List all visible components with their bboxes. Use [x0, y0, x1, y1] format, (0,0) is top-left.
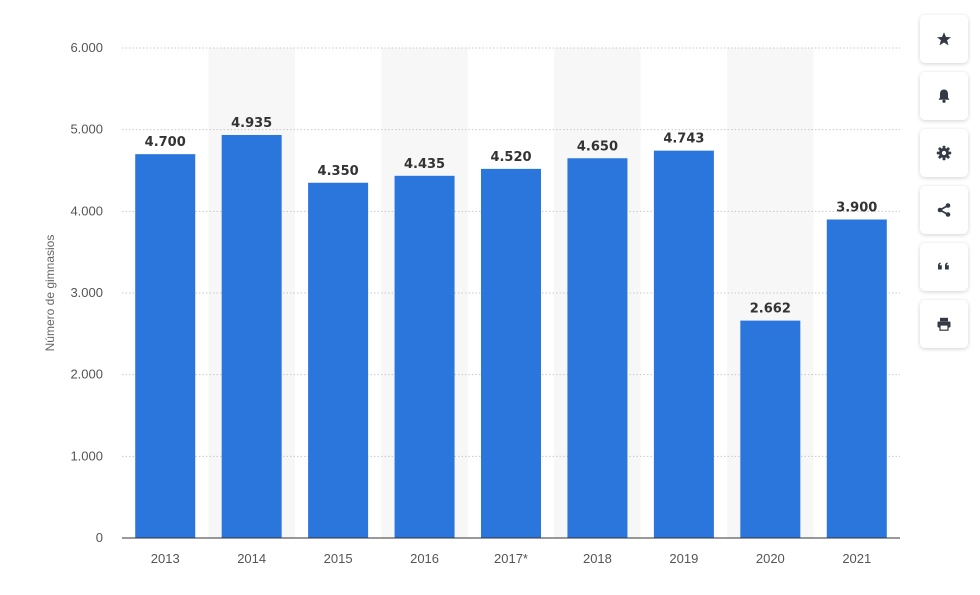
- x-tick-label: 2021: [842, 551, 871, 566]
- x-tick-label: 2015: [324, 551, 353, 566]
- bell-icon: [938, 89, 950, 103]
- bar[interactable]: [826, 219, 887, 539]
- bar-chart: 0 1.000 2.000 3.000 4.000 5.000 6.000 4.700 4.9…: [43, 40, 900, 566]
- y-tick-label: 4.000: [70, 203, 103, 218]
- gear-icon: [936, 145, 952, 161]
- print-icon: [937, 317, 951, 331]
- data-label: 2.662: [750, 302, 791, 317]
- y-tick-label: 0: [96, 530, 103, 545]
- star-icon: [937, 32, 951, 46]
- bars: [135, 134, 887, 539]
- cite-button[interactable]: [920, 243, 968, 291]
- y-tick-label: 2.000: [70, 367, 103, 382]
- x-tick-label: 2017*: [494, 551, 528, 566]
- x-tick-label: 2016: [410, 551, 439, 566]
- bar[interactable]: [653, 150, 714, 538]
- bar[interactable]: [135, 154, 196, 538]
- x-tick-label: 2018: [583, 551, 612, 566]
- data-labels: 4.700 4.935 4.350 4.435 4.520 4.650 4.743 2.662…: [145, 116, 878, 317]
- favorite-button[interactable]: [920, 15, 968, 63]
- settings-button[interactable]: [920, 129, 968, 177]
- bar[interactable]: [221, 134, 282, 538]
- x-tick-label: 2014: [237, 551, 266, 566]
- x-tick-label: 2020: [756, 551, 785, 566]
- toolbar: [920, 15, 968, 357]
- x-axis-tick-labels: 2013 2014 2015 2016 2017* 2018 2019 2020 2021: [151, 551, 871, 566]
- x-tick-label: 2019: [669, 551, 698, 566]
- y-tick-label: 5.000: [70, 122, 103, 137]
- y-tick-label: 6.000: [70, 40, 103, 55]
- data-label: 4.743: [663, 132, 704, 147]
- data-label: 4.520: [490, 150, 531, 165]
- y-axis-title: Número de gimnasios: [43, 235, 57, 352]
- y-tick-label: 3.000: [70, 285, 103, 300]
- y-axis-tick-labels: 0 1.000 2.000 3.000 4.000 5.000 6.000: [70, 40, 103, 545]
- print-button[interactable]: [920, 300, 968, 348]
- bar[interactable]: [481, 168, 541, 538]
- y-tick-label: 1.000: [70, 448, 103, 463]
- notification-button[interactable]: [920, 72, 968, 120]
- data-label: 4.350: [318, 164, 359, 179]
- data-label: 4.700: [145, 135, 186, 150]
- data-label: 3.900: [836, 201, 877, 216]
- data-label: 4.650: [577, 139, 618, 154]
- bar[interactable]: [308, 182, 369, 538]
- bar[interactable]: [394, 175, 455, 538]
- data-label: 4.935: [231, 116, 272, 131]
- bar[interactable]: [740, 320, 801, 538]
- share-button[interactable]: [920, 186, 968, 234]
- x-tick-label: 2013: [151, 551, 180, 566]
- data-label: 4.435: [404, 157, 445, 172]
- share-icon: [937, 203, 951, 217]
- quote-icon: [938, 262, 949, 270]
- bar[interactable]: [567, 158, 628, 538]
